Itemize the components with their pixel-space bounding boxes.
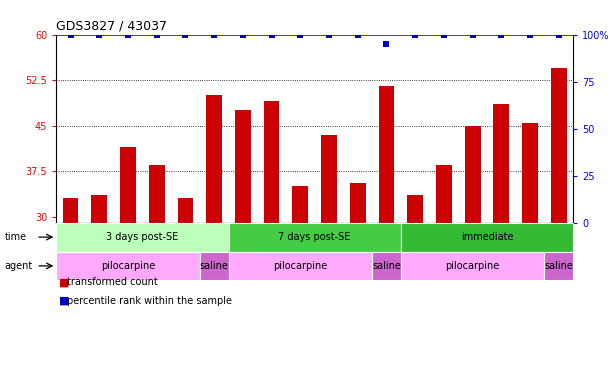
Point — [209, 31, 219, 38]
Point — [94, 31, 104, 38]
Point — [296, 31, 306, 38]
Bar — [401, 252, 544, 280]
Bar — [522, 122, 538, 223]
Point — [324, 31, 334, 38]
Point — [152, 31, 161, 38]
Bar — [350, 183, 365, 223]
Bar — [494, 104, 509, 223]
Text: ■: ■ — [59, 277, 69, 287]
Bar — [544, 252, 573, 280]
Text: transformed count: transformed count — [67, 277, 158, 287]
Bar — [229, 252, 372, 280]
Text: percentile rank within the sample: percentile rank within the sample — [67, 296, 232, 306]
Point — [525, 31, 535, 38]
Bar — [372, 252, 401, 280]
Text: time: time — [4, 232, 26, 242]
Bar — [321, 135, 337, 223]
Bar — [465, 126, 480, 223]
Bar — [436, 165, 452, 223]
Bar — [401, 223, 573, 252]
Bar — [120, 147, 136, 223]
Text: 7 days post-SE: 7 days post-SE — [279, 232, 351, 242]
Bar — [235, 111, 251, 223]
Point — [353, 31, 363, 38]
Point — [65, 31, 76, 38]
Text: saline: saline — [544, 261, 573, 271]
Point — [266, 31, 276, 38]
Bar — [207, 95, 222, 223]
Bar — [56, 223, 229, 252]
Text: pilocarpine: pilocarpine — [101, 261, 155, 271]
Text: agent: agent — [4, 261, 32, 271]
Bar — [92, 195, 107, 223]
Bar — [200, 252, 229, 280]
Text: pilocarpine: pilocarpine — [273, 261, 327, 271]
Point — [497, 31, 507, 38]
Point — [381, 41, 391, 47]
Bar — [379, 86, 394, 223]
Text: 3 days post-SE: 3 days post-SE — [106, 232, 178, 242]
Text: GDS3827 / 43037: GDS3827 / 43037 — [56, 19, 167, 32]
Text: pilocarpine: pilocarpine — [445, 261, 500, 271]
Point — [123, 31, 133, 38]
Point — [554, 31, 564, 38]
Text: immediate: immediate — [461, 232, 513, 242]
Bar — [264, 101, 279, 223]
Point — [411, 31, 420, 38]
Text: saline: saline — [200, 261, 229, 271]
Bar — [56, 252, 200, 280]
Bar — [551, 68, 566, 223]
Bar — [229, 223, 401, 252]
Bar — [63, 199, 78, 223]
Text: saline: saline — [372, 261, 401, 271]
Point — [468, 31, 478, 38]
Text: ■: ■ — [59, 296, 69, 306]
Point — [181, 31, 191, 38]
Bar — [293, 186, 308, 223]
Point — [439, 31, 448, 38]
Bar — [149, 165, 164, 223]
Point — [238, 31, 248, 38]
Bar — [178, 199, 193, 223]
Bar — [408, 195, 423, 223]
